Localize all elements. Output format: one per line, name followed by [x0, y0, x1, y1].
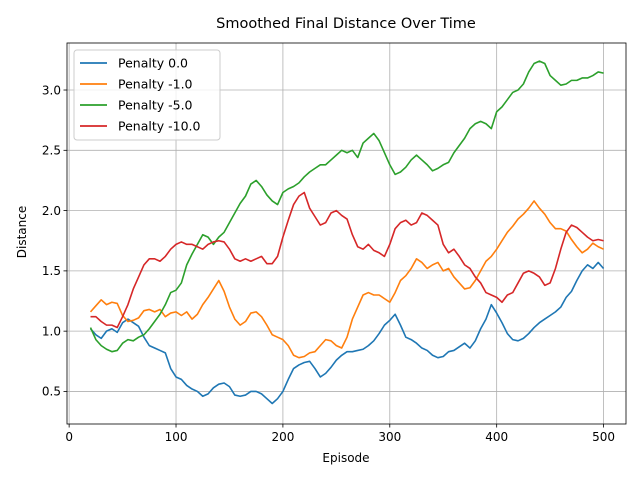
legend-label: Penalty -5.0 — [118, 98, 193, 113]
series-line-4 — [90, 191, 604, 329]
chart-title: Smoothed Final Distance Over Time — [216, 16, 476, 32]
x-tick-label: 500 — [592, 430, 615, 444]
x-tick-label: 300 — [378, 430, 401, 444]
legend-label: Penalty -10.0 — [118, 119, 200, 134]
x-axis-label: Episode — [322, 451, 369, 465]
legend-label: Penalty 0.0 — [118, 56, 188, 71]
y-tick-label: 0.5 — [42, 385, 61, 399]
legend: Penalty 0.0 Penalty -1.0 Penalty -5.0 Penal… — [73, 49, 221, 141]
x-tick-label: 0 — [65, 430, 73, 444]
series-lines — [89, 60, 605, 405]
y-tick-label: 1.5 — [42, 264, 61, 278]
legend-box — [73, 49, 221, 141]
legend-label: Penalty -1.0 — [118, 77, 193, 92]
axis-ticks: 0 100 200 300 400 500 0.5 1.0 1.5 2.0 2.5 3.0 — [42, 83, 615, 444]
y-tick-label: 2.0 — [42, 204, 61, 218]
series-line-1 — [89, 261, 605, 405]
y-tick-label: 3.0 — [42, 83, 61, 97]
y-axis-label: Distance — [15, 206, 29, 258]
series-line-3 — [89, 60, 604, 353]
x-tick-label: 200 — [271, 430, 294, 444]
x-tick-label: 100 — [165, 430, 188, 444]
x-tick-label: 400 — [485, 430, 508, 444]
y-tick-label: 2.5 — [42, 144, 61, 158]
plot-frame — [66, 42, 627, 425]
series-line-2 — [89, 200, 604, 359]
y-tick-label: 1.0 — [42, 324, 61, 338]
grid — [67, 43, 626, 424]
